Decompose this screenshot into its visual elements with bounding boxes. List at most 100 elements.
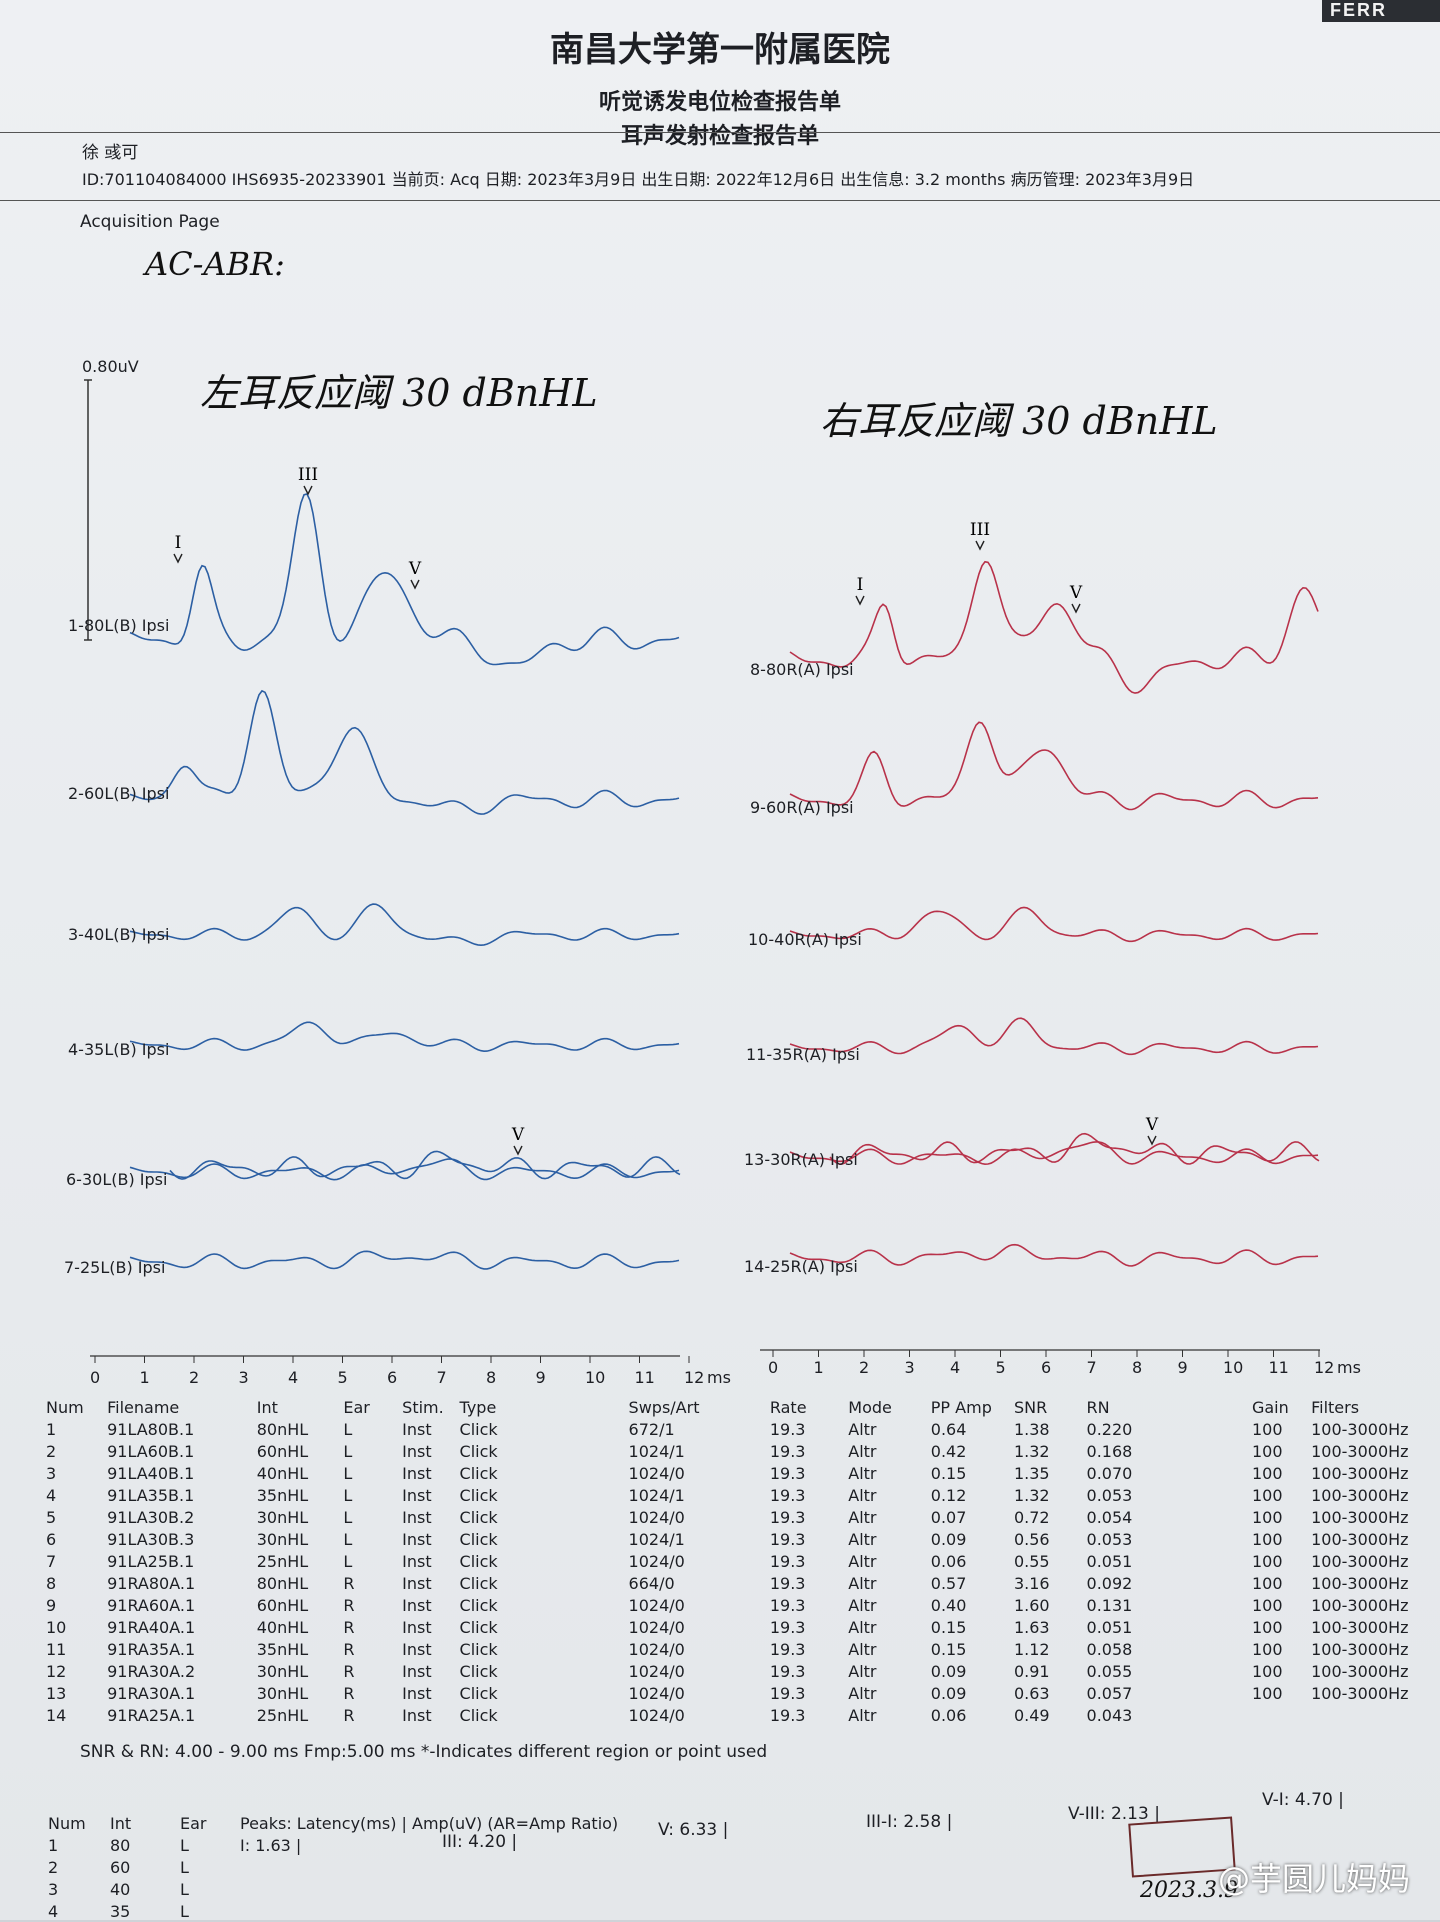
right-trace-5 xyxy=(789,1141,1319,1166)
left-trace-4 xyxy=(129,1021,680,1053)
peaks-table: Num Int Ear Peaks: Latency(ms) | Amp(uV) (A… xyxy=(48,1812,660,1922)
table-cell: 100 xyxy=(1251,1639,1283,1659)
trace-label-right-5: 13-30R(A) Ipsi xyxy=(744,1150,858,1169)
table-cell: Click xyxy=(459,1551,498,1571)
table-cell: 3 xyxy=(46,1463,57,1483)
table-cell: Click xyxy=(459,1617,498,1637)
table-cell: 0.07 xyxy=(930,1507,967,1527)
table-cell: 1.32 xyxy=(1013,1441,1050,1461)
table-cell: 1024/0 xyxy=(628,1507,685,1527)
table-cell: Click xyxy=(459,1705,498,1725)
table-cell: Click xyxy=(459,1661,498,1681)
table-cell: 0.56 xyxy=(1013,1529,1050,1549)
table-cell: Inst xyxy=(402,1595,432,1615)
axis-tick-label: 3 xyxy=(904,1358,915,1377)
peaks-row: 3 40 L xyxy=(48,1878,660,1900)
table-cell: 100 xyxy=(1251,1551,1283,1571)
table-cell: 100 xyxy=(1251,1661,1283,1681)
table-cell: Inst xyxy=(402,1639,432,1659)
table-cell: L xyxy=(343,1441,353,1461)
axis-tick-label: 6 xyxy=(1041,1358,1052,1377)
table-cell: Click xyxy=(459,1683,498,1703)
axis-tick-label: 2 xyxy=(859,1358,870,1377)
peak-v-right-arrow xyxy=(1071,603,1081,614)
table-cell: R xyxy=(343,1573,355,1593)
table-cell: 30nHL xyxy=(256,1529,309,1549)
table-cell: 0.15 xyxy=(930,1463,967,1483)
table-cell: 100-3000Hz xyxy=(1311,1683,1409,1703)
table-cell: 19.3 xyxy=(769,1573,806,1593)
peaks-cell xyxy=(240,1856,660,1878)
peaks-row: 4 35 L xyxy=(48,1900,660,1922)
table-cell: R xyxy=(343,1639,355,1659)
table-cell: Altr xyxy=(848,1463,877,1483)
right-axis-ticks xyxy=(772,1350,1320,1357)
peaks-header-cell: Ear xyxy=(180,1813,207,1833)
axis-tick-label: 6 xyxy=(387,1368,398,1387)
table-cell: 91RA35A.1 xyxy=(107,1639,196,1659)
peaks-cell: 60 xyxy=(110,1857,131,1877)
table-cell: 0.15 xyxy=(930,1617,967,1637)
table-cell: 0.043 xyxy=(1086,1705,1133,1725)
trace-label-left-2: 2-60L(B) Ipsi xyxy=(68,784,170,803)
table-cell: 19.3 xyxy=(769,1551,806,1571)
peaks-header-cell: Num xyxy=(48,1813,86,1833)
peaks-cell: 3 xyxy=(48,1879,59,1899)
table-cell: L xyxy=(343,1529,353,1549)
table-cell: L xyxy=(343,1485,353,1505)
table-cell: 8 xyxy=(46,1573,57,1593)
peaks-header-cell: Peaks: Latency(ms) | Amp(uV) (AR=Amp Rat… xyxy=(240,1813,619,1833)
table-cell: 5 xyxy=(46,1507,57,1527)
table-cell: 0.09 xyxy=(930,1661,967,1681)
table-cell: 100-3000Hz xyxy=(1311,1639,1409,1659)
table-cell: Inst xyxy=(402,1573,432,1593)
table-cell: 91LA30B.3 xyxy=(107,1529,195,1549)
table-cell: Click xyxy=(459,1529,498,1549)
table-cell: 25nHL xyxy=(256,1551,309,1571)
table-cell: L xyxy=(343,1507,353,1527)
table-cell: 25nHL xyxy=(256,1705,309,1725)
table-cell: Inst xyxy=(402,1529,432,1549)
table-row: 4 91LA35B.1 35nHL L Inst Click 1024/1 19.3 Altr 0… xyxy=(46,1484,1440,1506)
table-cell: 30nHL xyxy=(256,1683,309,1703)
table-row: 14 91RA25A.1 25nHL R Inst Click 1024/0 19.3 Altr… xyxy=(46,1704,1440,1726)
table-header-cell: Filename xyxy=(107,1397,180,1417)
axis-tick-label: 7 xyxy=(436,1368,447,1387)
table-cell: L xyxy=(343,1419,353,1439)
peak-v-right: V xyxy=(1069,583,1083,603)
right-trace-2 xyxy=(789,721,1319,811)
table-cell: 100-3000Hz xyxy=(1311,1419,1409,1439)
table-cell: 0.72 xyxy=(1013,1507,1050,1527)
table-cell: 80nHL xyxy=(256,1573,309,1593)
table-cell: 100 xyxy=(1251,1683,1283,1703)
left-trace-2 xyxy=(129,689,680,815)
table-cell: 100 xyxy=(1251,1617,1283,1637)
table-cell: 0.42 xyxy=(930,1441,967,1461)
table-cell: 19.3 xyxy=(769,1507,806,1527)
peak-v-left-30: V xyxy=(511,1125,525,1145)
table-cell: 60nHL xyxy=(256,1595,309,1615)
table-cell: Altr xyxy=(848,1507,877,1527)
peaks-header-cell: Int xyxy=(110,1813,132,1833)
table-cell: Altr xyxy=(848,1551,877,1571)
table-cell: Inst xyxy=(402,1661,432,1681)
table-cell: 1024/0 xyxy=(628,1661,685,1681)
axis-tick-label: 10 xyxy=(1223,1358,1244,1377)
axis-tick-label: 3 xyxy=(238,1368,249,1387)
table-row: 13 91RA30A.1 30nHL R Inst Click 1024/0 19.3 Altr… xyxy=(46,1682,1440,1704)
table-cell: 100 xyxy=(1251,1485,1283,1505)
table-cell: 91LA80B.1 xyxy=(107,1419,195,1439)
table-cell: 6 xyxy=(46,1529,57,1549)
peak-v-value: V: 6.33 | xyxy=(658,1820,729,1840)
patient-info-line: ID:701104084000 IHS6935-20233901 当前页: Ac… xyxy=(82,170,1195,189)
table-cell: Click xyxy=(459,1595,498,1615)
table-cell: 1.35 xyxy=(1013,1463,1050,1483)
table-cell: 19.3 xyxy=(769,1661,806,1681)
table-cell: 0.054 xyxy=(1086,1507,1133,1527)
table-cell: Altr xyxy=(848,1573,877,1593)
axis-tick-label: 11 xyxy=(634,1368,655,1387)
table-cell: 100 xyxy=(1251,1595,1283,1615)
corner-logo-text: FERR xyxy=(1322,0,1440,22)
table-cell: 1.12 xyxy=(1013,1639,1050,1659)
